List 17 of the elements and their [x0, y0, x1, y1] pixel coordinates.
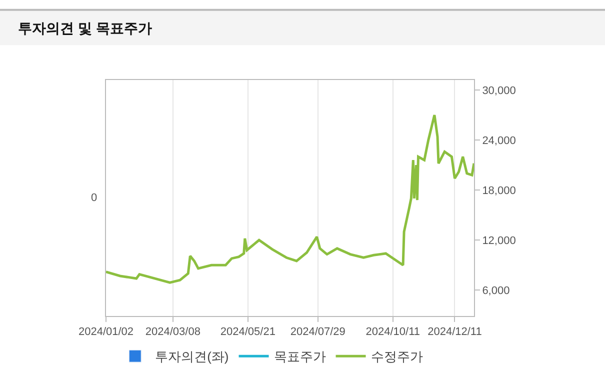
text: 0: [91, 192, 98, 204]
legend-label: 목표주가: [274, 349, 326, 364]
x-tick-label: 2024/12/11: [428, 326, 482, 338]
legend-label: 투자의견(좌): [155, 349, 229, 364]
y2-tick-label: 30,000: [482, 84, 516, 97]
x-tick-label: 2024/10/11: [366, 326, 420, 338]
y2-tick-label: 12,000: [482, 234, 516, 247]
x-tick-label: 2024/07/29: [290, 326, 346, 338]
chart-title: 투자의견 및 목표주가: [18, 20, 152, 36]
x-tick-label: 2024/01/02: [78, 326, 134, 338]
line-series: [106, 114, 474, 284]
legend-label: 수정주가: [370, 349, 423, 364]
x-tick-label: 2024/03/08: [145, 326, 200, 338]
y2-tick-label: 18,000: [482, 184, 516, 197]
x-tick-label: 2024/05/21: [220, 326, 276, 338]
y2-tick-label: 24,000: [482, 134, 516, 147]
y2-tick-label: 6,000: [482, 285, 510, 297]
